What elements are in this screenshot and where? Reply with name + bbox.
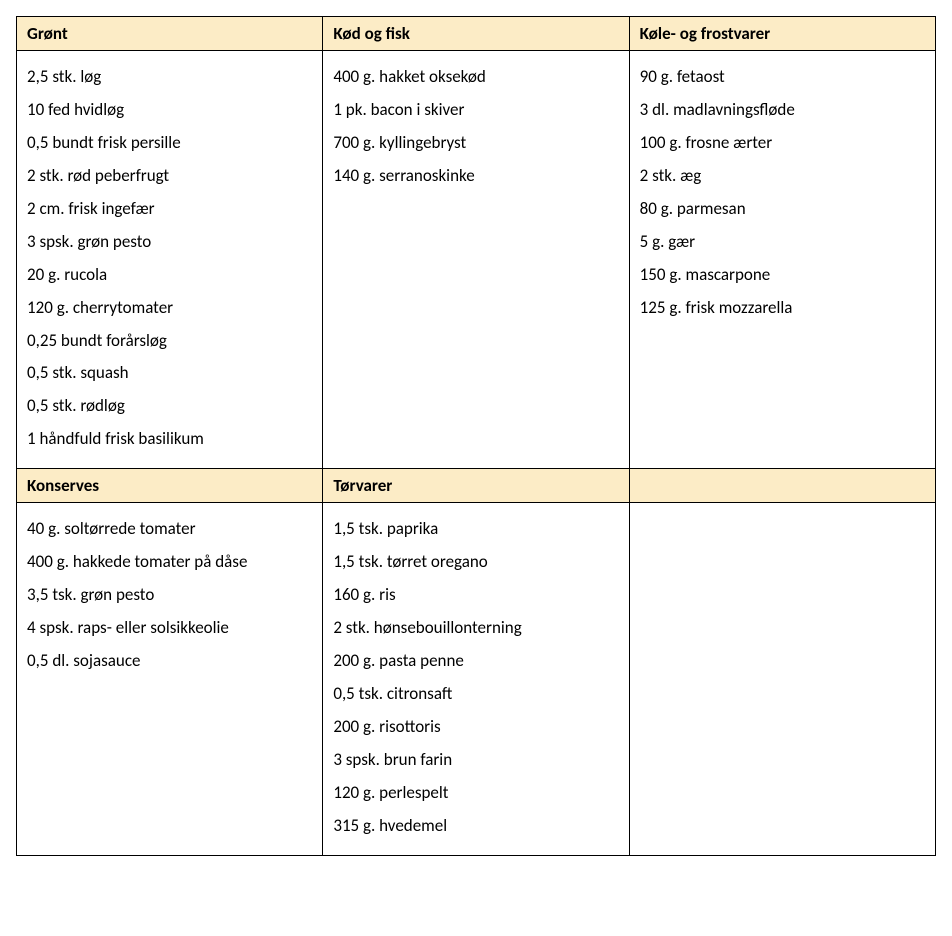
list-item: 3,5 tsk. grøn pesto (27, 579, 312, 612)
list-item: 90 g. fetaost (640, 61, 925, 94)
header-row-1: Grønt Kød og fisk Køle- og frostvarer (17, 17, 936, 51)
list-item: 5 g. gær (640, 226, 925, 259)
list-item: 1,5 tsk. tørret oregano (333, 546, 618, 579)
list-item: 150 g. mascarpone (640, 259, 925, 292)
list-item: 1,5 tsk. paprika (333, 513, 618, 546)
cell-koed-og-fisk: 400 g. hakket oksekød1 pk. bacon i skive… (323, 51, 629, 469)
list-item: 2 cm. frisk ingefær (27, 193, 312, 226)
cell-konserves: 40 g. soltørrede tomater400 g. hakkede t… (17, 503, 323, 855)
list-item: 2,5 stk. løg (27, 61, 312, 94)
list-item: 0,5 bundt frisk persille (27, 127, 312, 160)
list-item: 700 g. kyllingebryst (333, 127, 618, 160)
list-item: 4 spsk. raps- eller solsikkeolie (27, 612, 312, 645)
cell-groent: 2,5 stk. løg10 fed hvidløg0,5 bundt fris… (17, 51, 323, 469)
list-item: 80 g. parmesan (640, 193, 925, 226)
list-item: 160 g. ris (333, 579, 618, 612)
list-item: 20 g. rucola (27, 259, 312, 292)
content-row-2: 40 g. soltørrede tomater400 g. hakkede t… (17, 503, 936, 855)
list-item: 140 g. serranoskinke (333, 160, 618, 193)
list-item: 125 g. frisk mozzarella (640, 292, 925, 325)
header-row-2: Konserves Tørvarer (17, 469, 936, 503)
header-konserves: Konserves (17, 469, 323, 503)
list-item: 400 g. hakket oksekød (333, 61, 618, 94)
list-item: 2 stk. rød peberfrugt (27, 160, 312, 193)
list-item: 0,5 dl. sojasauce (27, 645, 312, 678)
list-item: 3 spsk. brun farin (333, 744, 618, 777)
list-item: 100 g. frosne ærter (640, 127, 925, 160)
list-item: 0,5 stk. squash (27, 357, 312, 390)
list-item: 315 g. hvedemel (333, 810, 618, 843)
list-item: 40 g. soltørrede tomater (27, 513, 312, 546)
header-groent: Grønt (17, 17, 323, 51)
cell-empty (629, 503, 935, 855)
list-item: 200 g. risottoris (333, 711, 618, 744)
header-toervarer: Tørvarer (323, 469, 629, 503)
list-item: 2 stk. hønsebouillonterning (333, 612, 618, 645)
list-item: 1 pk. bacon i skiver (333, 94, 618, 127)
shopping-list-table: Grønt Kød og fisk Køle- og frostvarer 2,… (16, 16, 936, 856)
list-item: 400 g. hakkede tomater på dåse (27, 546, 312, 579)
header-koed-og-fisk: Kød og fisk (323, 17, 629, 51)
cell-koele-frostvarer: 90 g. fetaost3 dl. madlavningsfløde100 g… (629, 51, 935, 469)
list-item: 3 spsk. grøn pesto (27, 226, 312, 259)
cell-toervarer: 1,5 tsk. paprika1,5 tsk. tørret oregano1… (323, 503, 629, 855)
content-row-1: 2,5 stk. løg10 fed hvidløg0,5 bundt fris… (17, 51, 936, 469)
list-item: 10 fed hvidløg (27, 94, 312, 127)
header-empty (629, 469, 935, 503)
list-item: 200 g. pasta penne (333, 645, 618, 678)
list-item: 2 stk. æg (640, 160, 925, 193)
header-koele-frostvarer: Køle- og frostvarer (629, 17, 935, 51)
list-item: 1 håndfuld frisk basilikum (27, 423, 312, 456)
list-item: 0,5 stk. rødløg (27, 390, 312, 423)
list-item: 120 g. cherrytomater (27, 292, 312, 325)
list-item: 3 dl. madlavningsfløde (640, 94, 925, 127)
list-item: 0,5 tsk. citronsaft (333, 678, 618, 711)
list-item: 0,25 bundt forårsløg (27, 325, 312, 358)
list-item: 120 g. perlespelt (333, 777, 618, 810)
